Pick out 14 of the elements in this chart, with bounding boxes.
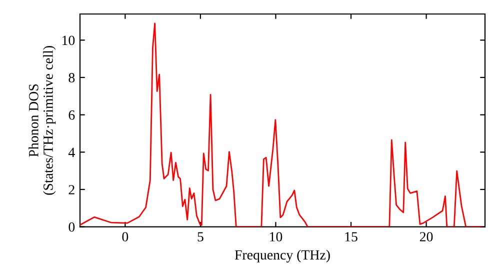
- y-tick-label: 0: [68, 222, 75, 232]
- x-tick-label: 5: [198, 232, 204, 242]
- y-tick-label: 8: [68, 73, 75, 82]
- y-axis-title: Phonon DOS (States/THz·primitive cell): [28, 46, 56, 195]
- x-tick-label: 0: [122, 232, 128, 242]
- y-tick-label: 2: [68, 185, 74, 194]
- x-tick-label: 15: [345, 232, 358, 242]
- x-tick-label: 20: [420, 232, 433, 242]
- y-tick-label: 6: [68, 110, 75, 120]
- x-tick-label: 10: [270, 232, 282, 242]
- line-series: [80, 22, 483, 227]
- x-axis-title: Frequency (THz): [234, 250, 330, 262]
- y-tick-label: 10: [62, 36, 75, 46]
- y-tick-label: 4: [68, 148, 75, 157]
